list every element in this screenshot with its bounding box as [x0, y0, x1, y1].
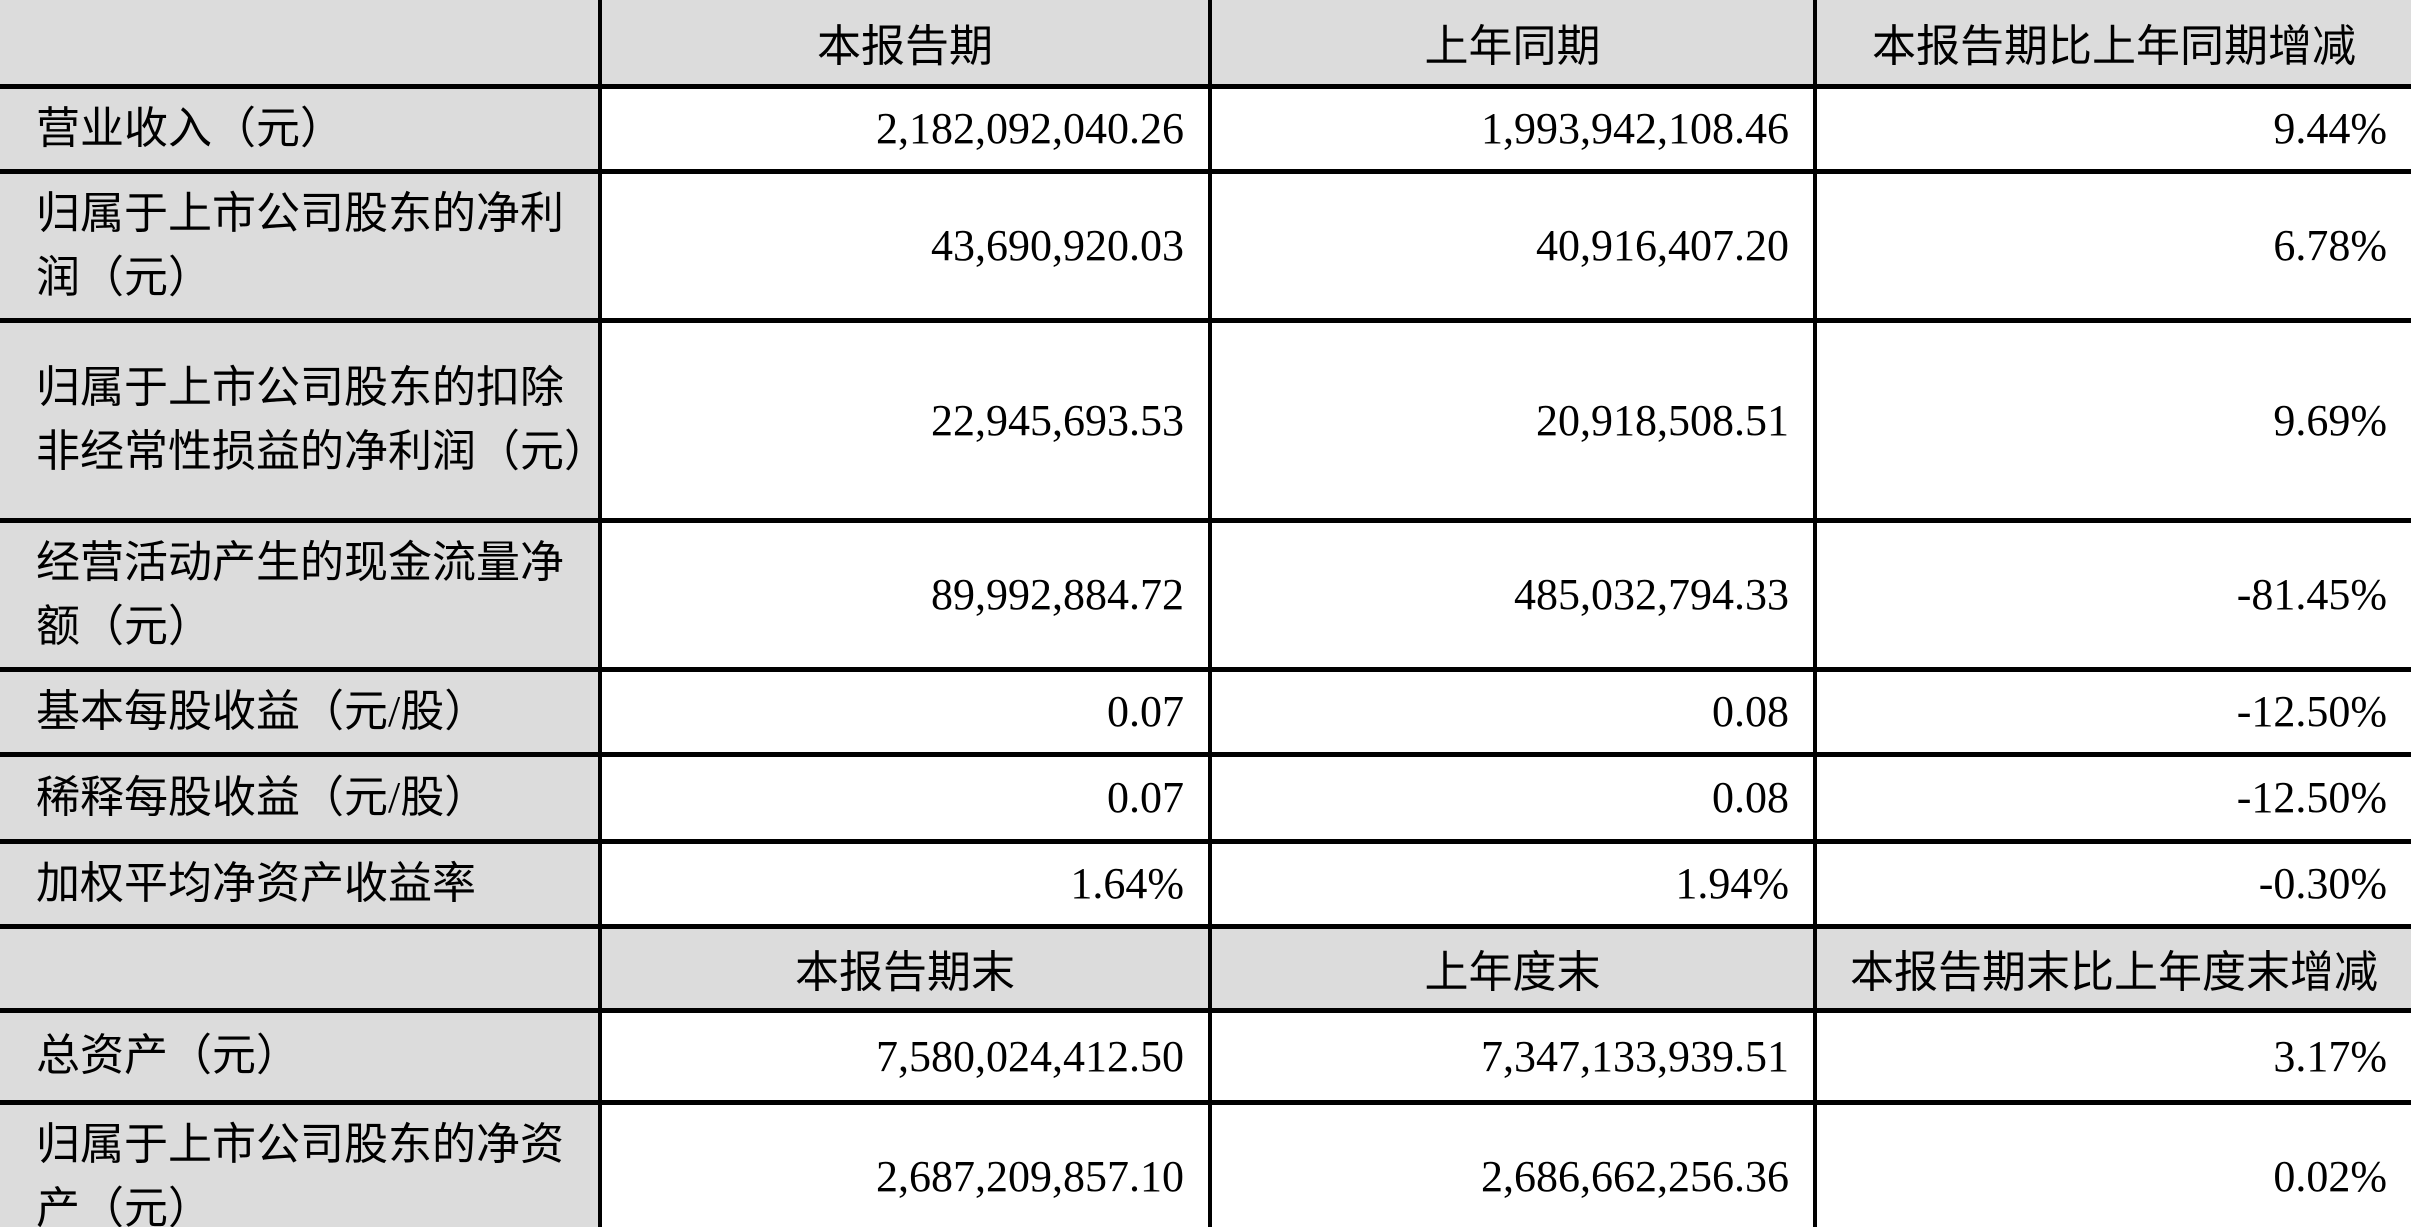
prior-period-value: 0.08 [1208, 666, 1817, 757]
prior-period-value: 2,686,662,256.36 [1208, 1099, 1817, 1227]
prior-period-value: 40,916,407.20 [1208, 168, 1817, 323]
change-value: 9.69% [1813, 317, 2411, 523]
prior-period-value: 7,347,133,939.51 [1208, 1007, 1817, 1105]
table-row-revenue: 营业收入（元） 2,182,092,040.26 1,993,942,108.4… [0, 83, 2411, 174]
change-value: 0.02% [1813, 1099, 2411, 1227]
change-value: -0.30% [1813, 838, 2411, 929]
metric-label: 经营活动产生的现金流量净额（元） [0, 517, 602, 672]
current-period-value: 22,945,693.53 [598, 317, 1212, 523]
current-period-value: 2,687,209,857.10 [598, 1099, 1212, 1227]
change-value: 9.44% [1813, 83, 2411, 174]
current-period-value: 7,580,024,412.50 [598, 1007, 1212, 1105]
table-row-total-assets: 总资产（元） 7,580,024,412.50 7,347,133,939.51… [0, 1007, 2411, 1105]
table-row-net-assets: 归属于上市公司股东的净资产（元） 2,687,209,857.10 2,686,… [0, 1099, 2411, 1227]
metric-label: 基本每股收益（元/股） [0, 666, 602, 757]
change-value: -12.50% [1813, 666, 2411, 757]
prior-period-value: 20,918,508.51 [1208, 317, 1817, 523]
change-value: 6.78% [1813, 168, 2411, 323]
current-period-value: 89,992,884.72 [598, 517, 1212, 672]
table-row-deducted-net-profit: 归属于上市公司股东的扣除非经常性损益的净利润（元） 22,945,693.53 … [0, 317, 2411, 523]
period-end-header: 本报告期末 [598, 923, 1212, 1013]
metric-label: 加权平均净资产收益率 [0, 838, 602, 929]
change-value: 3.17% [1813, 1007, 2411, 1105]
prior-year-end-header: 上年度末 [1208, 923, 1817, 1013]
period-change-header: 本报告期比上年同期增减 [1813, 0, 2411, 89]
metric-label: 归属于上市公司股东的净利润（元） [0, 168, 602, 323]
current-period-value: 0.07 [598, 751, 1212, 844]
prior-period-header: 上年同期 [1208, 0, 1817, 89]
current-period-value: 0.07 [598, 666, 1212, 757]
current-period-value: 2,182,092,040.26 [598, 83, 1212, 174]
change-value: -81.45% [1813, 517, 2411, 672]
prior-period-value: 1.94% [1208, 838, 1817, 929]
metric-label: 营业收入（元） [0, 83, 602, 174]
period-end-change-header: 本报告期末比上年度末增减 [1813, 923, 2411, 1013]
current-period-value: 43,690,920.03 [598, 168, 1212, 323]
prior-period-value: 1,993,942,108.46 [1208, 83, 1817, 174]
prior-period-value: 0.08 [1208, 751, 1817, 844]
period-header-row: 本报告期 上年同期 本报告期比上年同期增减 [0, 0, 2411, 89]
metric-label: 总资产（元） [0, 1007, 602, 1105]
period-end-header-row: 本报告期末 上年度末 本报告期末比上年度末增减 [0, 923, 2411, 1013]
table-row-basic-eps: 基本每股收益（元/股） 0.07 0.08 -12.50% [0, 666, 2411, 757]
metric-label: 归属于上市公司股东的扣除非经常性损益的净利润（元） [0, 317, 602, 523]
metric-label: 归属于上市公司股东的净资产（元） [0, 1099, 602, 1227]
change-value: -12.50% [1813, 751, 2411, 844]
corner-blank-cell [0, 0, 602, 89]
table-row-weighted-roe: 加权平均净资产收益率 1.64% 1.94% -0.30% [0, 838, 2411, 929]
corner-blank-cell [0, 923, 602, 1013]
prior-period-value: 485,032,794.33 [1208, 517, 1817, 672]
current-period-header: 本报告期 [598, 0, 1212, 89]
table-row-net-profit: 归属于上市公司股东的净利润（元） 43,690,920.03 40,916,40… [0, 168, 2411, 323]
table-row-diluted-eps: 稀释每股收益（元/股） 0.07 0.08 -12.50% [0, 751, 2411, 844]
current-period-value: 1.64% [598, 838, 1212, 929]
metric-label: 稀释每股收益（元/股） [0, 751, 602, 844]
table-row-operating-cash-flow: 经营活动产生的现金流量净额（元） 89,992,884.72 485,032,7… [0, 517, 2411, 672]
